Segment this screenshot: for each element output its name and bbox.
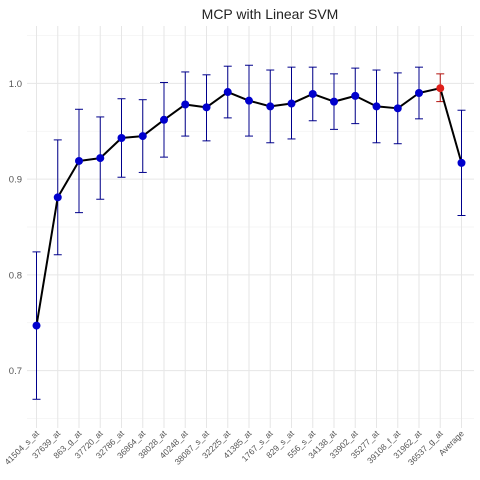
data-point [32,321,41,330]
data-point [415,89,423,97]
data-point [330,97,338,106]
data-point [117,133,126,142]
data-point-highlight [436,84,445,93]
data-point [181,100,190,109]
data-point [393,104,402,113]
data-point [372,102,381,111]
grid [27,26,474,428]
data-point [351,91,360,100]
data-point [245,96,253,105]
y-axis-ticks: 0.7 0.8 0.9 1.0 [9,79,22,377]
data-point [96,154,105,163]
data-point [457,158,466,167]
data-point [266,102,275,111]
data-point [160,115,168,124]
y-tick-label: 1.0 [9,79,22,90]
data-point [138,132,147,141]
x-axis-ticks: 41504_s_at37639_at863_g_at37720_at32786_… [2,428,466,467]
data-points [32,84,466,330]
y-tick-label: 0.7 [9,366,22,377]
data-point [75,156,83,165]
data-point [223,88,232,97]
data-point [202,103,211,112]
y-tick-label: 0.8 [9,270,22,281]
data-point [287,99,296,108]
chart-title: MCP with Linear SVM [202,6,339,22]
y-tick-label: 0.9 [9,175,22,186]
data-point [53,193,62,202]
data-point [308,89,317,98]
